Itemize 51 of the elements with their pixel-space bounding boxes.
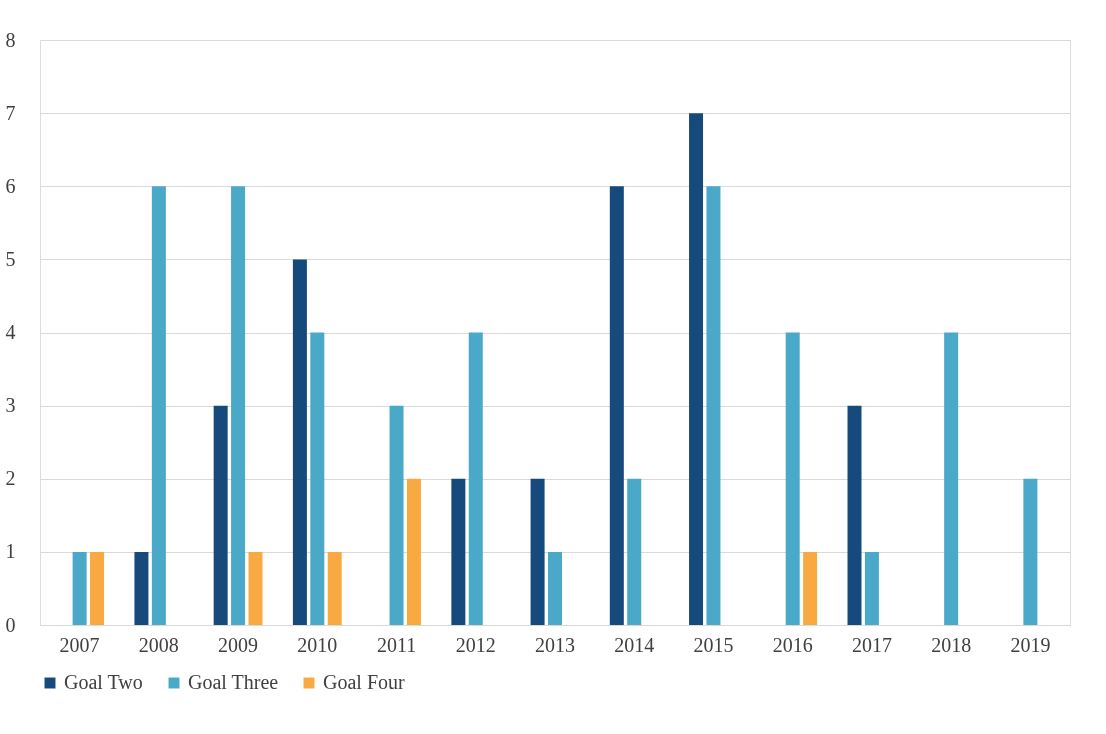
x-tick-label: 2017 [851,633,892,656]
x-tick-label: 2011 [376,633,417,656]
bar [231,186,246,625]
bar [627,478,642,625]
x-tick-label: 2018 [931,633,972,656]
y-tick-label: 7 [5,101,16,124]
bar [706,186,721,625]
bar [72,551,87,625]
x-tick-label: 2008 [138,633,179,656]
y-tick-label: 3 [5,394,16,417]
legend-label: Goal Four [323,671,405,693]
x-tick-label: 2013 [535,633,575,656]
x-tick-label: 2019 [1010,633,1051,656]
x-tick-label: 2009 [218,633,259,656]
x-tick-label: 2012 [455,633,496,656]
bar [451,478,466,625]
y-tick-label: 2 [5,467,16,490]
bar [248,551,263,625]
bar [785,332,800,625]
bar [609,186,624,625]
bar [406,478,421,625]
bar [213,405,228,625]
y-tick-label: 6 [5,174,16,197]
bar [864,551,879,625]
legend-label: Goal Three [188,671,279,693]
y-tick-label: 1 [5,540,16,563]
y-tick-label: 5 [5,247,16,270]
y-tick-label: 0 [5,613,16,636]
bar [530,478,545,625]
bar [151,186,166,625]
x-tick-label: 2015 [693,633,734,656]
bar [134,551,149,625]
bar [689,113,704,625]
bar [389,405,404,625]
y-tick-label: 4 [5,321,16,343]
bar [847,405,862,625]
x-tick-label: 2014 [614,633,655,656]
x-tick-label: 2010 [297,633,338,656]
legend-label: Goal Two [64,671,143,693]
x-tick-label: 2007 [59,633,100,656]
bar [944,332,959,625]
bar [292,259,307,625]
bar [90,551,105,625]
x-tick-label: 2016 [772,633,813,656]
bar [468,332,483,625]
bar [310,332,325,625]
bar [327,551,342,625]
bar [803,551,818,625]
bar [548,551,562,625]
y-tick-label: 8 [5,28,16,51]
bar [1023,478,1038,625]
